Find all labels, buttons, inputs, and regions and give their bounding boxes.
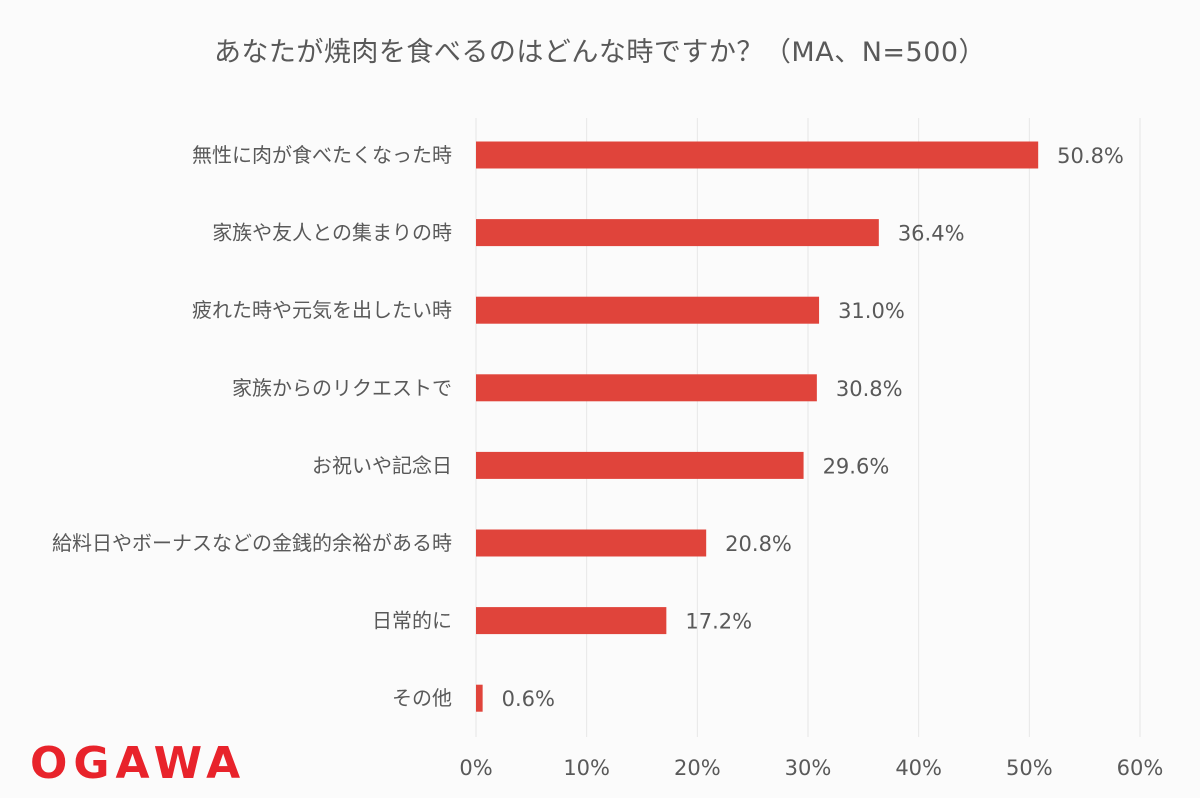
bar <box>476 296 820 324</box>
x-tick-label: 60% <box>1117 756 1164 780</box>
category-label: 疲れた時や元気を出したい時 <box>192 298 452 322</box>
ogawa-logo: OGAWA <box>30 738 247 789</box>
x-tick-label: 10% <box>563 756 610 780</box>
data-label: 36.4% <box>898 222 965 246</box>
x-tick-label: 0% <box>459 756 492 780</box>
data-label: 0.6% <box>502 687 555 711</box>
category-label: 給料日やボーナスなどの金銭的余裕がある時 <box>52 531 452 555</box>
x-tick-label: 40% <box>895 756 942 780</box>
category-label: 家族からのリクエストで <box>232 376 452 400</box>
bar <box>476 141 1039 169</box>
bar <box>476 529 707 557</box>
category-label: 無性に肉が食べたくなった時 <box>192 143 452 167</box>
chart-title: あなたが焼肉を食べるのはどんな時ですか？（MA、N=500） <box>213 37 987 68</box>
bar <box>476 374 817 402</box>
data-label: 29.6% <box>823 454 890 478</box>
bar <box>476 219 879 247</box>
x-tick-label: 30% <box>785 756 832 780</box>
data-label: 20.8% <box>725 532 792 556</box>
data-label: 31.0% <box>838 299 905 323</box>
category-label: お祝いや記念日 <box>312 453 452 477</box>
bar <box>476 607 667 635</box>
data-label: 17.2% <box>685 610 752 634</box>
data-label: 50.8% <box>1057 144 1124 168</box>
x-tick-label: 20% <box>674 756 721 780</box>
x-tick-label: 50% <box>1006 756 1053 780</box>
bar <box>476 451 804 479</box>
category-label: 日常的に <box>372 609 452 633</box>
data-label: 30.8% <box>836 377 903 401</box>
category-label: その他 <box>392 686 452 710</box>
category-label: 家族や友人との集まりの時 <box>212 221 452 245</box>
bar <box>476 684 483 712</box>
